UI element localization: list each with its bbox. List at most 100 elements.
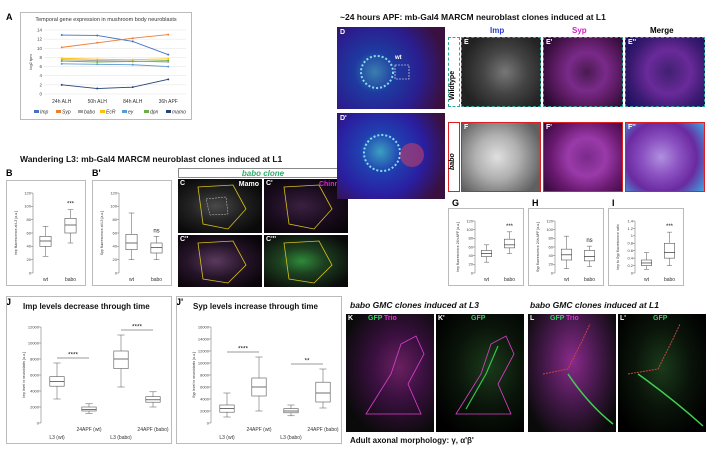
point xyxy=(167,59,170,62)
point xyxy=(167,78,170,81)
point xyxy=(131,37,134,40)
micrograph: C Mamo xyxy=(178,179,262,233)
point xyxy=(60,46,63,49)
x-tick-label: 50h ALH xyxy=(88,99,108,105)
axon-outline xyxy=(542,323,614,425)
legend-swatch xyxy=(166,110,171,113)
y-tick-label: 2000 xyxy=(30,404,40,409)
micrograph: E' xyxy=(543,37,623,107)
y-tick-label: 10 xyxy=(37,46,43,51)
panel-letter: K xyxy=(348,315,354,322)
significance: *** xyxy=(666,224,674,230)
y-tick-label: 20 xyxy=(113,257,118,262)
heading: Wandering L3: mb-Gal4 MARCM neuroblast c… xyxy=(20,154,283,164)
point xyxy=(167,65,170,68)
x-tick-label: 24APF (wt) xyxy=(246,427,271,433)
box xyxy=(125,234,138,250)
point xyxy=(96,41,99,44)
y-tick-label: 0.4 xyxy=(627,255,633,260)
y-tick-label: 2000 xyxy=(200,408,210,413)
x-tick-label: wt xyxy=(484,277,490,283)
point xyxy=(131,86,134,89)
y-tick-label: 0 xyxy=(207,420,210,425)
point xyxy=(131,60,134,63)
box xyxy=(504,238,515,249)
legend-swatch xyxy=(56,110,61,113)
series-line xyxy=(61,57,169,61)
y-tick-label: 60 xyxy=(549,244,554,249)
stain-label: Trio xyxy=(566,315,579,322)
box-chart: 0 20 40 60 80 100 120 Syp fluorescence 24h APF … xyxy=(528,208,604,286)
legend-swatch xyxy=(144,110,149,113)
row-label: Wildtype xyxy=(449,70,456,100)
legend-label: dpn xyxy=(150,110,159,116)
y-tick-label: 8000 xyxy=(200,372,210,377)
row-frame xyxy=(448,122,460,192)
panel-letter: H xyxy=(532,198,539,208)
box-chart: 0 20 40 60 80 100 120 Imp fluorescence at L3 [a… xyxy=(6,180,86,286)
panel-letter: D xyxy=(340,29,346,36)
outline xyxy=(283,184,333,230)
x-tick-label: babo xyxy=(584,277,595,283)
panel-letter: C''' xyxy=(266,236,277,243)
micrograph: F'' xyxy=(625,122,705,192)
box-chart: 0 20 40 60 80 100 120 Syp fluorescence at L3 [a… xyxy=(92,180,172,286)
box xyxy=(584,250,595,262)
point xyxy=(96,63,99,66)
point xyxy=(131,58,134,61)
x-tick-label: L3 (babo) xyxy=(110,435,132,441)
y-tick-label: 0 xyxy=(551,270,554,275)
y-tick-label: 80 xyxy=(469,236,474,241)
y-tick-label: 0.2 xyxy=(627,263,633,268)
y-axis-label: Imp fluorescence at L3 [a.u.] xyxy=(14,211,18,255)
x-tick-label: babo xyxy=(65,277,76,283)
y-tick-label: 0 xyxy=(39,92,42,97)
y-tick-label: 120 xyxy=(546,218,553,223)
y-tick-label: 8 xyxy=(39,55,42,60)
x-tick-label: 36h APF xyxy=(159,99,178,105)
box xyxy=(145,396,161,403)
significance: ns xyxy=(586,238,592,244)
series-line xyxy=(61,63,169,68)
panel-letter: E'' xyxy=(628,39,636,46)
row-label: babo xyxy=(449,153,456,170)
x-tick-label: 84h ALH xyxy=(123,99,143,105)
chart-title: Temporal gene expression in mushroom bod… xyxy=(35,17,176,23)
y-tick-label: 120 xyxy=(24,190,31,195)
y-tick-label: 12000 xyxy=(198,348,210,353)
y-tick-label: 12 xyxy=(37,37,43,42)
point xyxy=(96,34,99,37)
x-tick-label: L3 (babo) xyxy=(280,435,302,441)
y-axis-label: Imp fluorescence 24h APF [a.u.] xyxy=(456,222,460,272)
clone-outline xyxy=(363,134,424,172)
point xyxy=(96,58,99,61)
panel-letter: A xyxy=(6,12,13,22)
box-chart: Imp levels decrease through time 0 2000 400… xyxy=(6,296,172,444)
point xyxy=(60,60,63,63)
y-tick-label: 1 xyxy=(631,233,634,238)
panel-letter: D' xyxy=(340,115,347,122)
heading: babo GMC clones induced at L3 xyxy=(350,300,479,310)
y-axis-label: Syp fluorescence at L3 [a.u.] xyxy=(100,211,104,255)
micrograph: E xyxy=(461,37,541,107)
y-tick-label: 20 xyxy=(549,262,554,267)
panel-letter: C xyxy=(180,180,186,187)
panel-letter: G xyxy=(452,198,460,208)
point xyxy=(96,61,99,63)
y-tick-label: 0 xyxy=(115,270,118,275)
point xyxy=(96,59,99,62)
column-header: Merge xyxy=(650,26,674,35)
y-tick-label: 6000 xyxy=(30,372,40,377)
x-tick-label: babo xyxy=(664,277,675,283)
stain-label: GFP xyxy=(471,315,486,322)
y-tick-label: 20 xyxy=(469,262,474,267)
y-axis-label: Imp level in neuroblasts [a.u.] xyxy=(22,352,26,398)
y-tick-label: 6000 xyxy=(200,384,210,389)
row-frame xyxy=(448,37,460,107)
micrograph: E'' xyxy=(625,37,705,107)
box-chart: Syp levels increase through time 0 2000 400… xyxy=(176,296,342,444)
clone-header: babo clone xyxy=(178,168,348,178)
point xyxy=(167,57,170,60)
point xyxy=(131,40,134,43)
